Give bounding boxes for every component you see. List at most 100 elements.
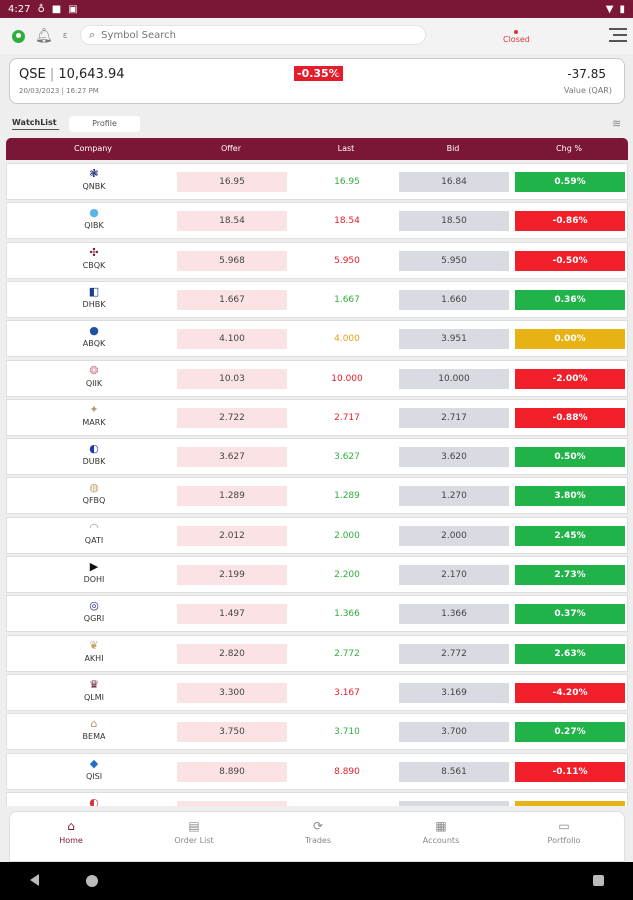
bid-cell[interactable]: 1.270 (399, 486, 509, 507)
wifi-icon: ▼ (605, 3, 614, 15)
symbol-label: QFBQ (82, 496, 106, 506)
home-circle-icon[interactable] (86, 875, 98, 887)
offer-cell[interactable]: 18.54 (177, 211, 287, 232)
partial-row-logo-icon: ◐ (89, 795, 99, 806)
recent-apps-icon[interactable] (593, 875, 604, 886)
company-cell: ❃ QNBK (67, 167, 121, 192)
table-row[interactable]: ● QIBK 18.54 18.54 18.50 -0.86% (6, 202, 628, 240)
table-row[interactable]: ✣ CBQK 5.968 5.950 5.950 -0.50% (6, 241, 628, 279)
table-row[interactable]: ⌂ BEMA 3.750 3.710 3.700 0.27% (6, 713, 628, 751)
offer-cell[interactable]: 8.890 (177, 761, 287, 782)
trades-icon: ⟳ (312, 819, 324, 833)
watchlist-table: ❃ QNBK 16.95 16.95 16.84 0.59% ● QIBK 18.54 18.54… (6, 163, 628, 806)
last-cell: 3.710 (334, 727, 360, 738)
table-row[interactable]: ◐ DUBK 3.627 3.627 3.620 0.50% (6, 438, 628, 476)
header-chg[interactable]: Chg % (556, 144, 582, 153)
table-row[interactable]: ❦ AKHI 2.820 2.772 2.772 2.63% (6, 634, 628, 672)
doha-bank-logo-icon: ◧ (88, 284, 100, 298)
qnb-logo-icon: ❃ (89, 167, 99, 180)
offer-cell[interactable]: 4.100 (177, 329, 287, 350)
bid-cell[interactable]: 2.772 (399, 643, 509, 664)
table-row[interactable]: ◠ QATI 2.012 2.000 2.000 2.45% (6, 516, 628, 554)
bid-cell[interactable]: 2.717 (399, 407, 509, 428)
offer-cell[interactable] (177, 800, 287, 806)
system-navigation-bar (0, 862, 633, 900)
offer-cell[interactable]: 1.497 (177, 604, 287, 625)
table-row[interactable]: ● ABQK 4.100 4.000 3.951 0.00% (6, 320, 628, 358)
nav-home[interactable]: ⌂ Home (26, 819, 116, 845)
index-change-label: Value (QAR) (563, 86, 612, 95)
header-offer[interactable]: Offer (220, 144, 242, 153)
index-summary-card[interactable]: QSE | 10,643.94 20/03/2023 | 16:27 PM -0… (9, 58, 625, 104)
table-row[interactable]: ◐ (6, 791, 628, 806)
header-company[interactable]: Company (73, 144, 113, 153)
bid-cell[interactable]: 10.000 (399, 368, 509, 389)
tab-profile[interactable]: Profile (69, 116, 140, 132)
user-status-icon[interactable] (12, 29, 25, 43)
offer-cell[interactable]: 2.199 (177, 565, 287, 585)
hamburger-menu-icon[interactable] (609, 28, 627, 46)
table-row[interactable]: ◆ QISI 8.890 8.890 8.561 -0.11% (6, 752, 628, 790)
dukhan-logo-icon: ◐ (89, 442, 99, 456)
bid-cell[interactable]: 8.561 (399, 761, 509, 782)
top-bar: 🔔︎ ε ⌕ Closed (0, 18, 633, 54)
back-icon[interactable] (30, 874, 39, 886)
bid-cell[interactable]: 3.620 (399, 447, 509, 468)
bid-cell[interactable]: 5.950 (399, 250, 509, 271)
market-status: Closed (503, 30, 530, 44)
bid-cell[interactable]: 2.170 (399, 565, 509, 585)
bid-cell[interactable] (399, 800, 509, 806)
nav-portfolio[interactable]: ▭ Portfolio (519, 819, 609, 845)
bid-cell[interactable]: 3.700 (399, 722, 509, 743)
offer-cell[interactable]: 1.289 (177, 486, 287, 507)
table-row[interactable]: ❂ QIIK 10.03 10.000 10.000 -2.00% (6, 359, 628, 397)
offer-cell[interactable]: 1.667 (177, 289, 287, 310)
table-row[interactable]: ◎ QGRI 1.497 1.366 1.366 0.37% (6, 595, 628, 633)
index-value: 10,643.94 (58, 67, 125, 82)
table-row[interactable]: ◧ DHBK 1.667 1.667 1.660 0.36% (6, 280, 628, 318)
offer-cell[interactable]: 3.750 (177, 722, 287, 743)
bid-cell[interactable]: 1.660 (399, 289, 509, 310)
offer-cell[interactable]: 3.627 (177, 447, 287, 468)
symbol-label: QISI (85, 771, 103, 781)
currency-icon[interactable]: ε (62, 31, 68, 41)
offer-cell[interactable]: 5.968 (177, 250, 287, 271)
symbol-label: AKHI (84, 653, 104, 663)
table-row[interactable]: ◍ QFBQ 1.289 1.289 1.270 3.80% (6, 477, 628, 515)
offer-cell[interactable]: 10.03 (177, 368, 287, 389)
table-row[interactable]: ♛ QLMI 3.300 3.167 3.169 -4.20% (6, 673, 628, 711)
bid-cell[interactable]: 18.50 (399, 211, 509, 232)
offer-cell[interactable]: 2.722 (177, 407, 287, 428)
header-bid[interactable]: Bid (446, 144, 460, 153)
table-row[interactable]: ❃ QNBK 16.95 16.95 16.84 0.59% (6, 163, 628, 200)
bid-cell[interactable]: 16.84 (399, 172, 509, 192)
change-percent-cell: -0.86% (515, 211, 625, 232)
offer-cell[interactable]: 2.012 (177, 525, 287, 546)
bell-icon[interactable]: 🔔︎ (35, 28, 53, 44)
table-row[interactable]: ✦ MARK 2.722 2.717 2.717 -0.88% (6, 398, 628, 436)
offer-cell[interactable]: 3.300 (177, 682, 287, 703)
change-percent-cell: 0.37% (515, 604, 625, 625)
search-box[interactable]: ⌕ (80, 25, 426, 45)
battery-icon: ▮ (619, 3, 625, 15)
last-cell (297, 801, 397, 806)
offer-cell[interactable]: 16.95 (177, 172, 287, 192)
nav-label: Home (59, 836, 83, 845)
qib-logo-icon: ● (89, 206, 99, 220)
table-row[interactable]: ▶ DOHI 2.199 2.200 2.170 2.73% (6, 556, 628, 593)
tab-watchlist[interactable]: WatchList (12, 118, 57, 127)
accounts-icon: ▦ (435, 819, 447, 833)
layers-icon[interactable]: ≋ (612, 117, 622, 130)
bid-cell[interactable]: 1.366 (399, 604, 509, 625)
header-last[interactable]: Last (337, 144, 355, 153)
tab-active-indicator (12, 129, 59, 130)
bid-cell[interactable]: 2.000 (399, 525, 509, 546)
nav-accounts[interactable]: ▦ Accounts (396, 819, 486, 845)
bid-cell[interactable]: 3.951 (399, 329, 509, 350)
nav-trades[interactable]: ⟳ Trades (273, 819, 363, 845)
nav-order-list[interactable]: ▤ Order List (149, 819, 239, 845)
symbol-label: DUBK (82, 457, 106, 467)
offer-cell[interactable]: 2.820 (177, 643, 287, 664)
search-input[interactable] (101, 29, 402, 41)
bid-cell[interactable]: 3.169 (399, 682, 509, 703)
